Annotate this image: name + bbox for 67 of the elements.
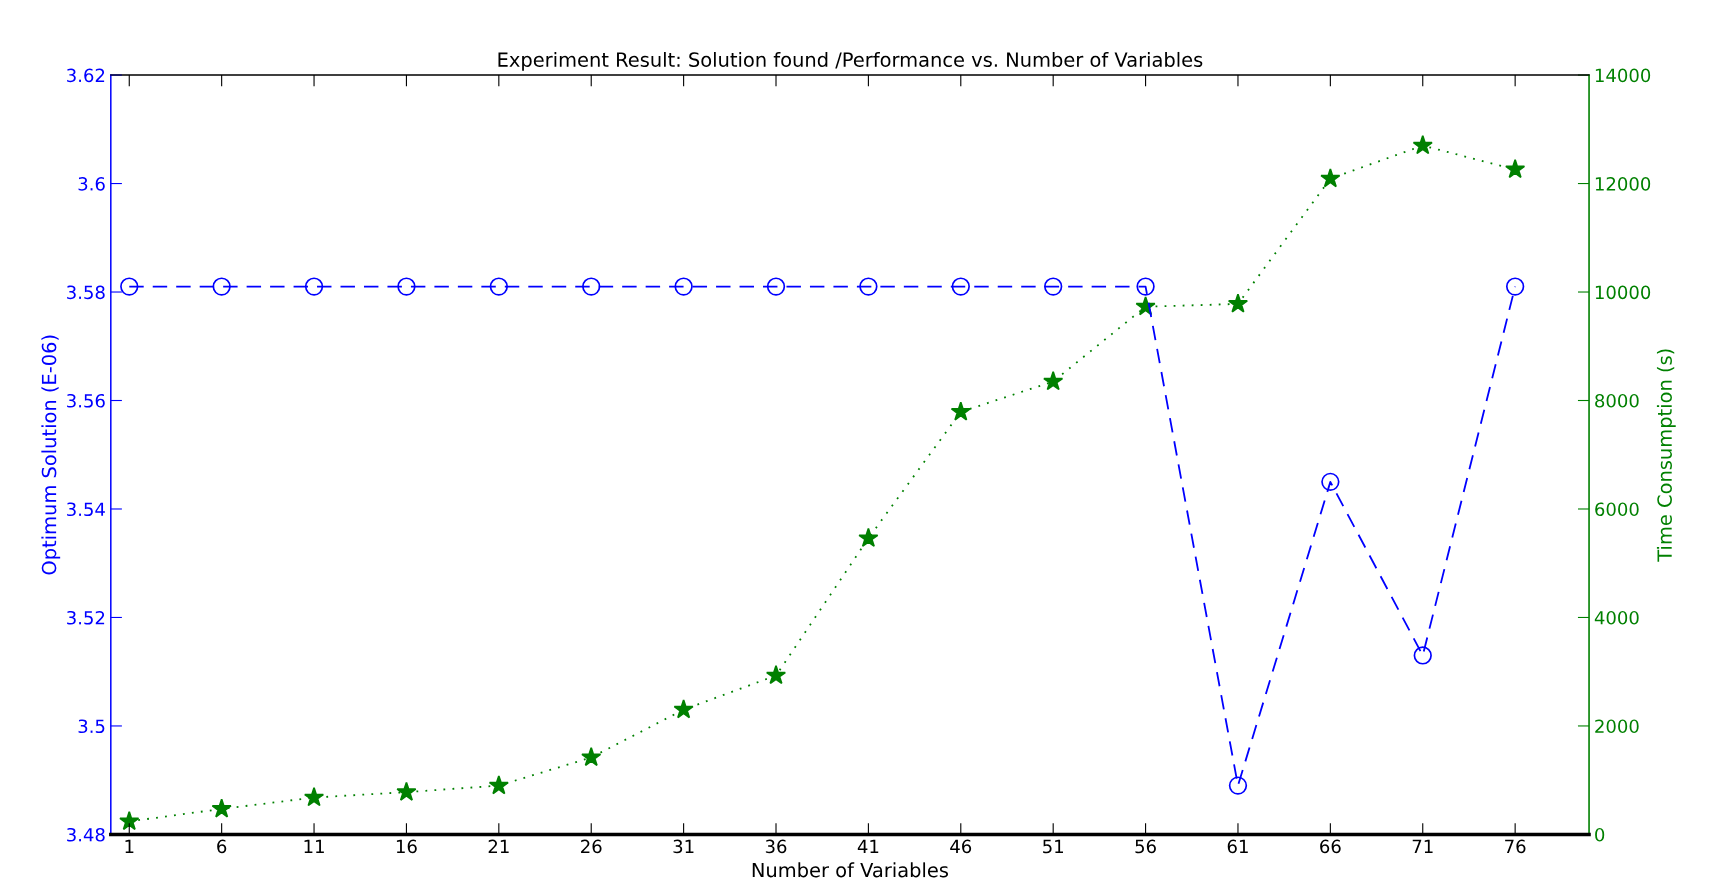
point [1227, 293, 1249, 313]
point [582, 277, 601, 296]
point [1321, 472, 1340, 492]
y2-tick-label: 6000 [1595, 502, 1639, 517]
y2-tick-label: 0 [1595, 827, 1605, 842]
y-tick-label: 3.56 [67, 393, 105, 408]
point [304, 277, 324, 296]
x-tick-label: 66 [1320, 839, 1341, 854]
x-tick-label: 26 [581, 839, 602, 854]
x-tick-label: 11 [304, 839, 324, 854]
x-tick-label: 56 [1135, 839, 1156, 854]
point [1412, 135, 1433, 155]
point [858, 527, 879, 547]
y2-tick-label: 14000 [1595, 68, 1651, 83]
point [674, 277, 693, 296]
x-tick-label: 71 [1412, 839, 1433, 854]
point [859, 277, 878, 296]
y2-tick-label: 12000 [1595, 177, 1651, 191]
x-tick-label: 41 [857, 839, 879, 854]
y2-tick-label: 10000 [1595, 285, 1651, 300]
y2-tick-label: 2000 [1595, 719, 1639, 734]
x-tick-label: 36 [765, 839, 787, 854]
x-tick-label: 46 [950, 839, 972, 854]
y-tick-label: 3.5 [78, 719, 105, 734]
chart-title: Experiment Result: Solution found /Performance vs. Number of Variables [498, 51, 1203, 71]
point [303, 786, 325, 807]
x-tick-label: 1 [125, 839, 134, 854]
x-tick-label: 51 [1043, 839, 1063, 854]
point [488, 775, 509, 795]
point [489, 277, 508, 296]
y2-axis-title: Time Consumption (s) [1656, 349, 1676, 562]
point [951, 277, 970, 296]
y-tick-label: 3.62 [67, 68, 105, 83]
point [673, 699, 694, 719]
point [1505, 277, 1525, 296]
point [1505, 158, 1526, 179]
y-tick-label: 3.52 [67, 610, 105, 625]
point [766, 277, 786, 296]
point [581, 746, 602, 767]
point [119, 810, 140, 831]
point [212, 277, 231, 296]
y-tick-label: 3.58 [67, 285, 105, 300]
y-tick-label: 3.54 [67, 502, 105, 517]
point [950, 401, 971, 421]
x-tick-label: 16 [396, 839, 417, 854]
x-tick-label: 76 [1505, 839, 1526, 854]
x-tick-label: 61 [1227, 839, 1248, 854]
y-tick-label: 3.48 [67, 827, 105, 842]
x-tick-label: 21 [488, 839, 509, 854]
point [1136, 277, 1155, 296]
x-tick-label: 31 [673, 839, 694, 854]
x-axis-title: Number of Variables [752, 862, 949, 878]
point [397, 277, 416, 296]
y-tick-label: 3.6 [78, 177, 105, 191]
point [396, 781, 417, 801]
point [1044, 277, 1063, 296]
y2-tick-label: 4000 [1594, 610, 1639, 625]
point [1228, 776, 1248, 795]
point [1043, 370, 1064, 391]
point [1320, 168, 1341, 188]
point [120, 277, 139, 296]
y-axis-title: Optimum Solution (E-06) [41, 335, 61, 575]
x-tick-label: 6 [217, 839, 227, 854]
point [765, 664, 787, 685]
y2-tick-label: 8000 [1595, 393, 1639, 408]
point [1413, 646, 1432, 665]
point [211, 798, 232, 818]
